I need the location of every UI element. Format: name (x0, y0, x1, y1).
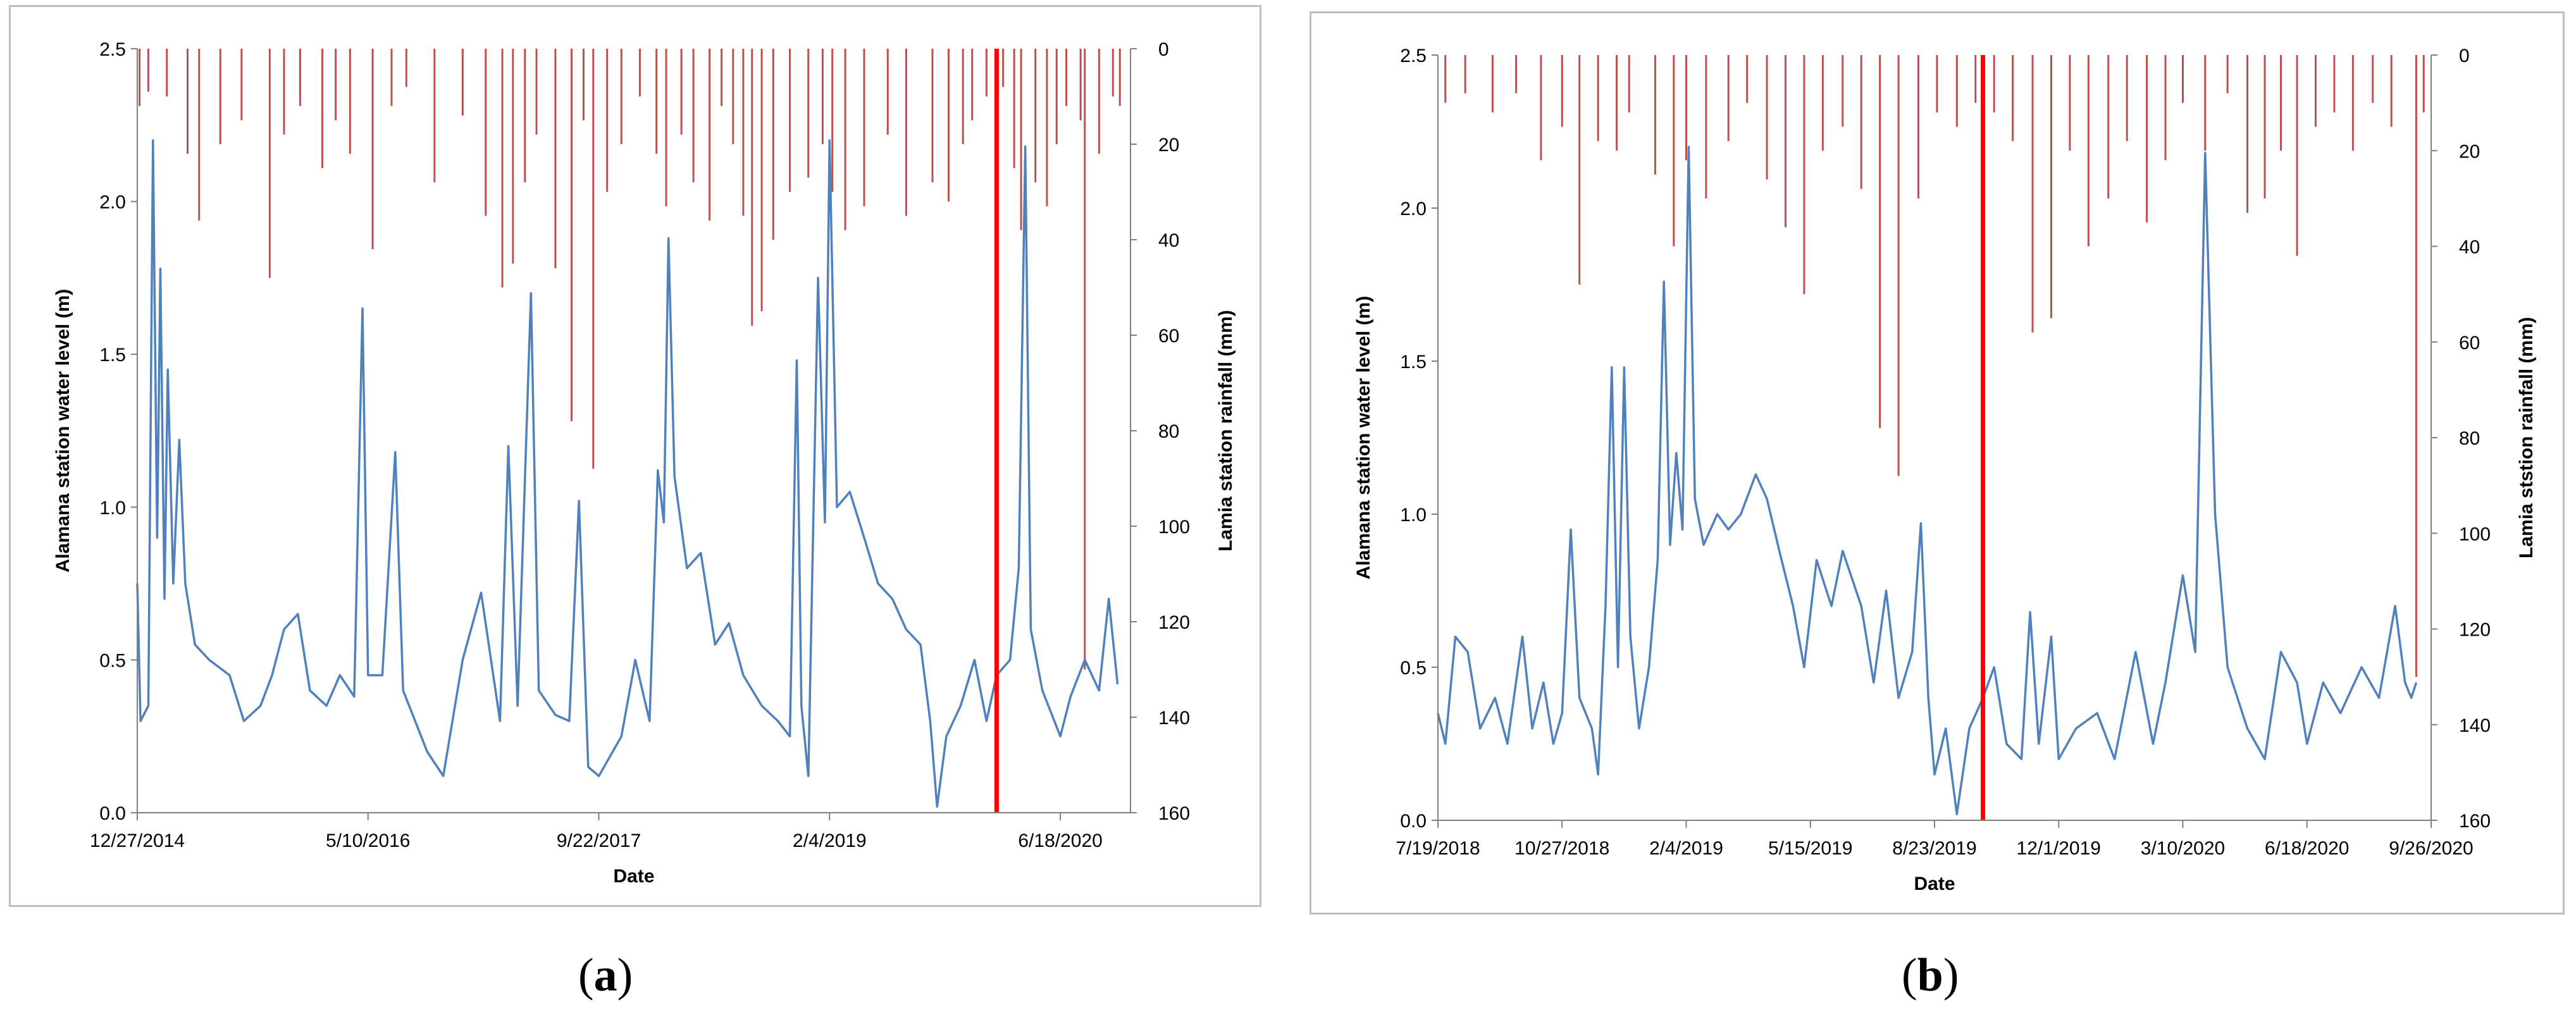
x-tick-label: 10/27/2018 (1514, 838, 1609, 859)
chart-panel-b: 0.0 0.5 1.0 1.5 2.0 2.5 0 20 40 60 80 100 120 140 160 7… (1310, 11, 2565, 915)
y-tick-label: 0.5 (99, 650, 126, 671)
y2-tick-label: 80 (1158, 421, 1179, 442)
y2-tick-label: 160 (1158, 803, 1190, 824)
y2-tick-label: 0 (1158, 39, 1169, 60)
x-axis-title: Date (1914, 873, 1955, 894)
x-tick-label: 12/1/2019 (2017, 838, 2101, 859)
y2-tick-label: 140 (2459, 715, 2491, 736)
chart-b-svg: 0.0 0.5 1.0 1.5 2.0 2.5 0 20 40 60 80 100 120 140 160 7… (1353, 46, 2537, 894)
y2-tick-label: 100 (1158, 517, 1190, 538)
x-tick-label: 12/27/2014 (90, 830, 185, 851)
y2-tick-label: 60 (1158, 326, 1179, 347)
x-tick-label: 2/4/2019 (1649, 838, 1723, 859)
y-tick-label: 2.5 (99, 39, 126, 60)
panel-label-a: (a) (578, 949, 633, 1001)
y2-tick-label: 20 (1158, 135, 1179, 156)
y-tick-label: 1.0 (99, 498, 126, 519)
y2-tick-label: 140 (1158, 708, 1190, 729)
y2-tick-label: 160 (2459, 811, 2491, 832)
y-tick-label: 1.0 (1400, 505, 1427, 526)
x-tick-label: 9/26/2020 (2389, 838, 2473, 859)
x-tick-label: 5/15/2019 (1768, 838, 1852, 859)
y-axis-title: Alamana station water level (m) (53, 289, 73, 572)
water-level-line (1437, 145, 2418, 816)
x-tick-label: 6/18/2020 (2265, 838, 2349, 859)
y2-tick-label: 40 (1158, 230, 1179, 251)
x-tick-label: 2/4/2019 (793, 830, 867, 851)
x-axis-title: Date (613, 866, 654, 887)
x-tick-label: 7/19/2018 (1396, 838, 1480, 859)
y-tick-label: 0.5 (1400, 658, 1427, 679)
x-tick-label: 6/18/2020 (1018, 830, 1102, 851)
panel-label-b-letter: b (1917, 949, 1943, 1001)
y-axis-title: Alamana station water level (m) (1353, 296, 1374, 579)
y-tick-label: 1.5 (99, 345, 126, 366)
x-tick-label: 9/22/2017 (557, 830, 641, 851)
chart-a-svg: 0.0 0.5 1.0 1.5 2.0 2.5 0 20 40 60 80 100 120 140 160 1… (53, 39, 1236, 887)
y2-tick-label: 100 (2459, 524, 2491, 545)
y-tick-label: 2.5 (1400, 46, 1427, 66)
y2-tick-label: 60 (2459, 333, 2480, 354)
y2-tick-label: 20 (2459, 141, 2480, 162)
y-tick-label: 2.0 (1400, 199, 1427, 219)
y2-axis-title: Lamia station rainfall (mm) (1215, 310, 1236, 552)
y-tick-label: 2.0 (99, 192, 126, 213)
panel-label-b: (b) (1902, 949, 1959, 1001)
y2-tick-label: 120 (1158, 612, 1190, 633)
y-tick-label: 0.0 (1400, 811, 1427, 832)
y2-tick-label: 80 (2459, 428, 2480, 449)
y2-tick-label: 40 (2459, 237, 2480, 258)
y-tick-label: 0.0 (99, 803, 126, 824)
chart-panel-a: 0.0 0.5 1.0 1.5 2.0 2.5 0 20 40 60 80 100 120 140 160 1… (9, 5, 1261, 907)
y2-axis-title: Lamia ststion rainfall (mm) (2516, 317, 2537, 558)
x-tick-label: 3/10/2020 (2141, 838, 2225, 859)
panel-label-a-letter: a (593, 949, 617, 1001)
x-tick-label: 8/23/2019 (1892, 838, 1976, 859)
y2-tick-label: 0 (2459, 46, 2470, 66)
y-tick-label: 1.5 (1400, 352, 1427, 373)
water-level-line (136, 139, 1119, 808)
y2-tick-label: 120 (2459, 620, 2491, 641)
x-tick-label: 5/10/2016 (326, 830, 410, 851)
